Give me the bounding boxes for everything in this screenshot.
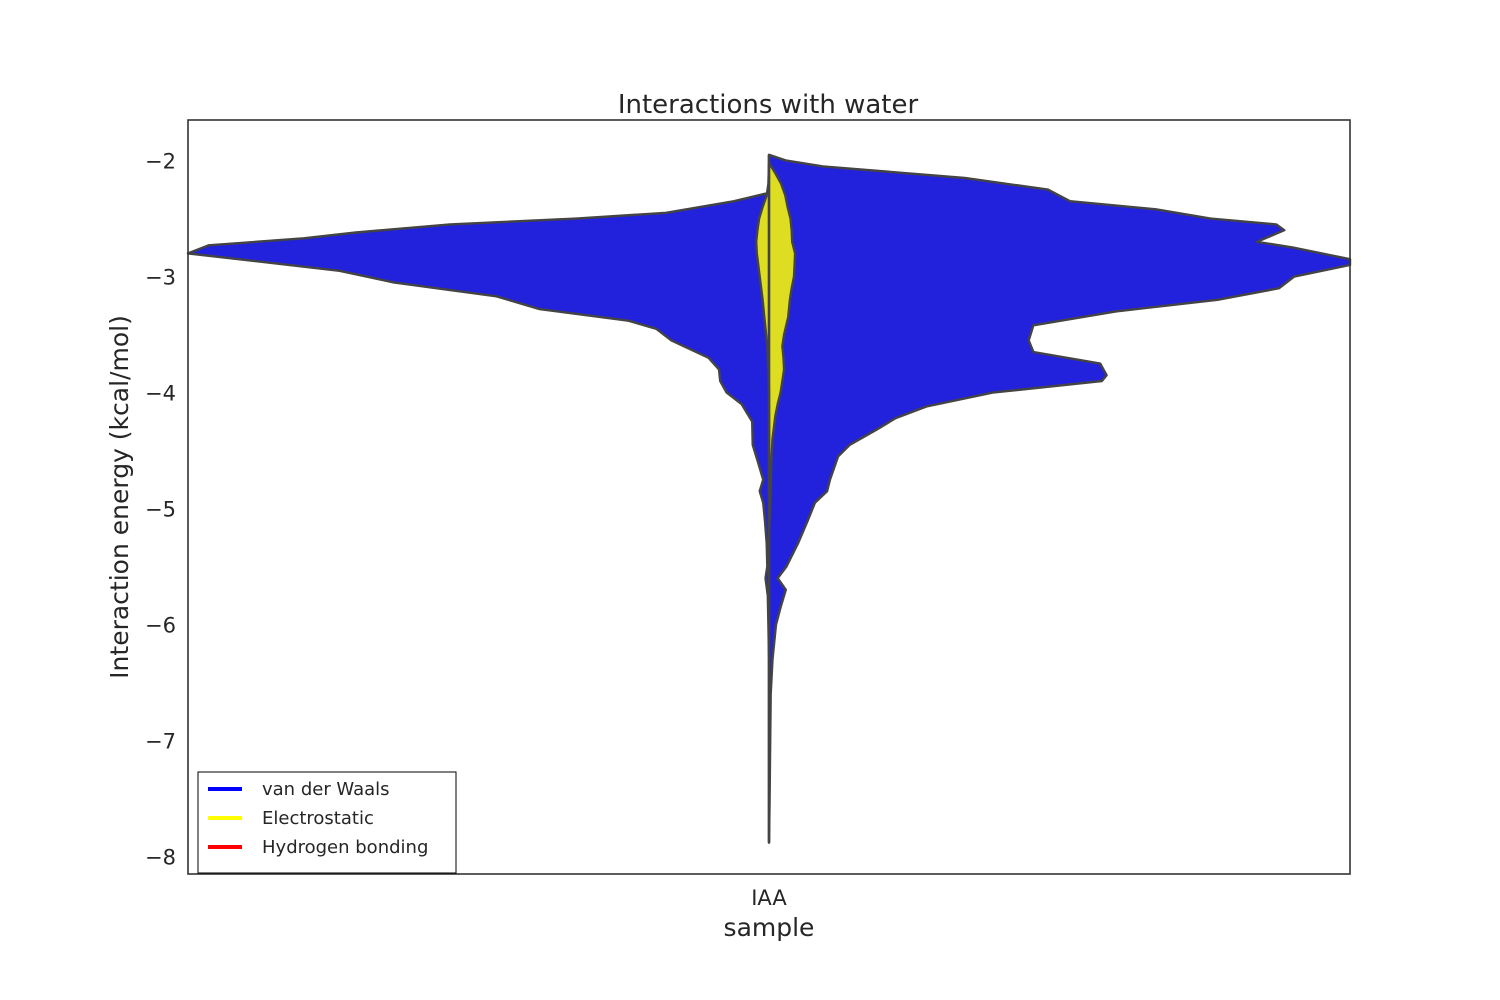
y-tick-label: −2 [145,150,176,174]
y-axis-label: Interaction energy (kcal/mol) [105,315,134,679]
legend: van der Waals Electrostatic Hydrogen bondi… [197,771,457,874]
y-tick-label: −6 [145,614,176,638]
y-axis-ticks: −2 −3 −4 −5 −6 −7 −8 [145,150,176,870]
plot-frame [187,119,1351,875]
x-axis-ticks: IAA [751,886,787,910]
x-tick-label: IAA [751,886,787,910]
y-tick-label: −5 [145,498,176,522]
y-tick-label: −7 [145,730,176,754]
chart-title: Interactions with water [618,90,919,120]
legend-label: van der Waals [262,779,390,800]
violin-group [186,153,1352,844]
y-tick-label: −4 [145,382,176,406]
x-axis-label: sample [724,913,815,942]
violin-electrostatic [755,161,797,533]
legend-label: Hydrogen bonding [262,837,428,858]
legend-label: Electrostatic [262,808,374,829]
y-tick-label: −3 [145,266,176,290]
y-tick-label: −8 [145,846,176,870]
